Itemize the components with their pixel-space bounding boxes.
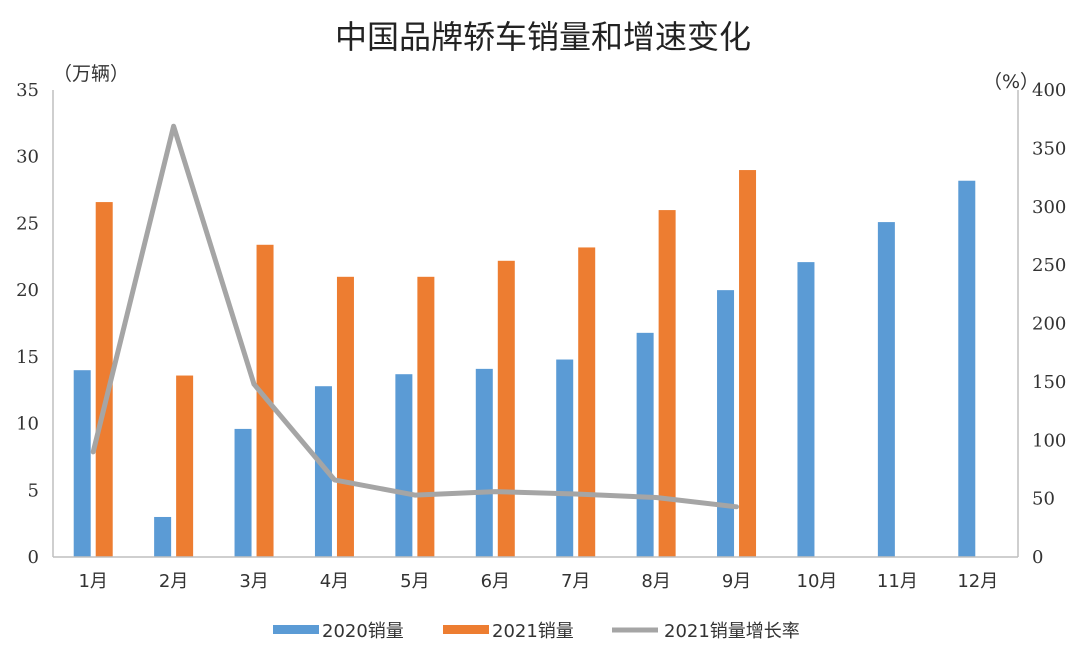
- x-tick-label: 11月: [877, 571, 918, 592]
- bar-2021销量-7月: [578, 247, 596, 557]
- left-tick-label: 15: [16, 347, 39, 368]
- x-tick-label: 12月: [957, 571, 998, 592]
- left-tick-label: 30: [16, 147, 39, 168]
- x-tick-label: 1月: [78, 571, 107, 592]
- right-tick-labels: 0 50 100 150 200 250 300 350 400: [1032, 80, 1066, 568]
- right-tick-label: 300: [1032, 197, 1066, 218]
- bars-group: [73, 170, 976, 558]
- left-tick-labels: 0 5 10 15 20 25 30 35: [16, 80, 39, 568]
- x-tick-label: 3月: [239, 571, 268, 592]
- bar-2021销量-5月: [417, 276, 435, 557]
- right-axis-unit: （%）: [983, 71, 1039, 93]
- left-axis-unit: （万辆）: [53, 63, 129, 85]
- x-tick-labels: 1月 2月 3月 4月 5月 6月 7月 8月 9月 10月 11月 12月: [78, 571, 998, 592]
- bar-2021销量-9月: [739, 170, 757, 558]
- bar-2020销量-12月: [958, 180, 976, 557]
- right-tick-label: 250: [1032, 255, 1066, 276]
- x-tick-label: 4月: [320, 571, 349, 592]
- x-tick-label: 6月: [481, 571, 510, 592]
- bar-2020销量-5月: [395, 374, 413, 557]
- x-tick-label: 10月: [797, 571, 838, 592]
- left-tick-label: 25: [16, 213, 39, 234]
- x-tick-label: 7月: [561, 571, 590, 592]
- x-tick-label: 5月: [400, 571, 429, 592]
- right-tick-label: 350: [1032, 138, 1066, 159]
- legend-swatch-2021: [443, 625, 489, 634]
- bar-2021销量-2月: [176, 375, 194, 557]
- legend-label-growth: 2021销量增长率: [664, 621, 800, 642]
- left-tick-label: 20: [16, 280, 39, 301]
- bar-2020销量-3月: [234, 428, 252, 557]
- bar-2020销量-1月: [73, 370, 91, 557]
- left-tick-label: 0: [28, 547, 39, 568]
- bar-2020销量-9月: [717, 290, 735, 557]
- bar-2020销量-8月: [636, 332, 654, 557]
- chart-title: 中国品牌轿车销量和增速变化: [335, 18, 751, 56]
- bar-2020销量-2月: [154, 516, 172, 557]
- bar-2021销量-8月: [658, 210, 676, 558]
- legend-label-2021: 2021销量: [492, 621, 574, 642]
- bar-2020销量-11月: [877, 222, 895, 557]
- x-tick-label: 2月: [159, 571, 188, 592]
- bar-2020销量-6月: [475, 368, 493, 557]
- right-tick-label: 50: [1032, 489, 1055, 510]
- right-tick-label: 100: [1032, 430, 1066, 451]
- bar-2021销量-6月: [497, 260, 515, 557]
- x-tick-label: 8月: [641, 571, 670, 592]
- line-2021销量增长率: [90, 123, 739, 510]
- right-tick-label: 200: [1032, 314, 1066, 335]
- left-tick-label: 35: [16, 80, 39, 101]
- line-group: [90, 123, 739, 510]
- legend-label-2020: 2020销量: [322, 621, 404, 642]
- legend: 2020销量 2021销量 2021销量增长率: [273, 621, 800, 642]
- left-tick-label: 10: [16, 414, 39, 435]
- right-tick-label: 400: [1032, 80, 1066, 101]
- bar-2020销量-7月: [556, 359, 574, 557]
- x-tick-label: 9月: [722, 571, 751, 592]
- bar-2021销量-1月: [95, 202, 113, 557]
- legend-swatch-2020: [273, 625, 319, 634]
- right-tick-label: 150: [1032, 372, 1066, 393]
- bar-2020销量-4月: [314, 386, 332, 557]
- right-tick-label: 0: [1032, 547, 1043, 568]
- left-tick-label: 5: [28, 480, 39, 501]
- bar-2020销量-10月: [797, 262, 815, 557]
- bar-2021销量-4月: [336, 276, 354, 557]
